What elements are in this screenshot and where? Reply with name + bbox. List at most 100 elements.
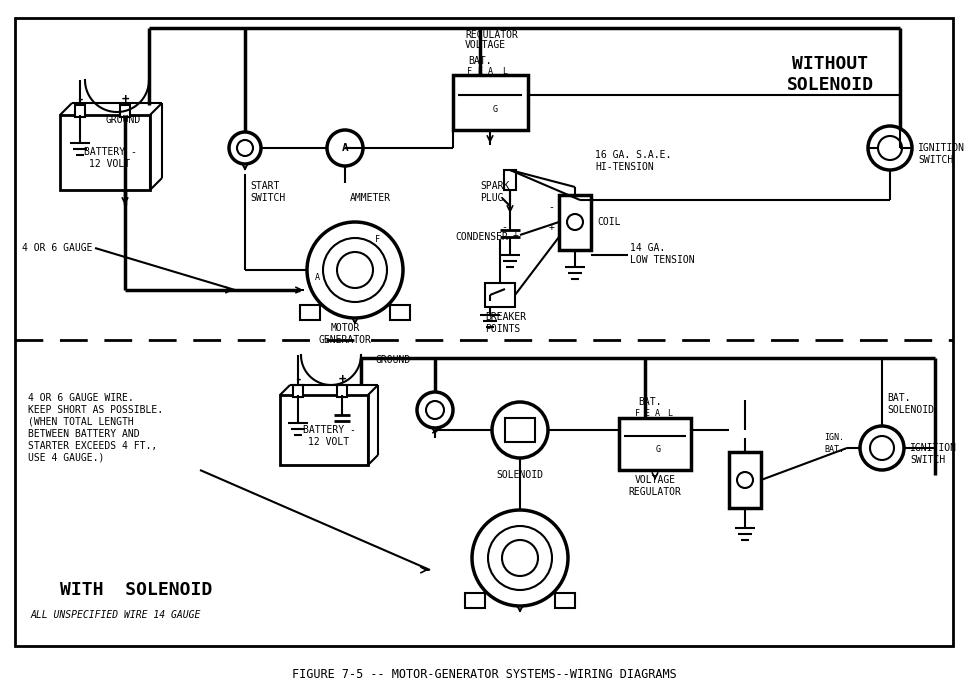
Bar (453, 75, 528, 130)
Text: -: - (294, 372, 302, 385)
Text: PLUG: PLUG (480, 193, 503, 203)
Text: STARTER EXCEEDS 4 FT.,: STARTER EXCEEDS 4 FT., (28, 441, 157, 451)
Text: -: - (76, 93, 84, 106)
Circle shape (337, 252, 373, 288)
Text: BATTERY -: BATTERY - (303, 425, 355, 435)
Text: 12 VOLT: 12 VOLT (309, 437, 349, 447)
Bar (337, 385, 347, 397)
Circle shape (870, 436, 894, 460)
Text: IGNITION: IGNITION (918, 143, 965, 153)
Text: A: A (342, 143, 348, 153)
Text: SWITCH: SWITCH (918, 155, 953, 165)
Text: AMMETER: AMMETER (350, 193, 391, 203)
Circle shape (567, 214, 583, 230)
Text: +: + (338, 372, 346, 385)
Circle shape (229, 132, 261, 164)
Text: -: - (501, 222, 507, 232)
Text: HI-TENSION: HI-TENSION (595, 162, 653, 172)
Circle shape (737, 472, 753, 488)
Bar (120, 105, 130, 117)
Text: VOLTAGE: VOLTAGE (634, 475, 676, 485)
Text: A: A (315, 273, 319, 282)
Circle shape (323, 238, 387, 302)
Bar (280, 395, 368, 465)
Bar (485, 283, 515, 307)
Text: IGN.: IGN. (824, 433, 844, 442)
Bar (293, 385, 303, 397)
Text: +: + (548, 222, 554, 232)
Text: START: START (250, 181, 280, 191)
Circle shape (488, 526, 552, 590)
Bar (390, 305, 410, 320)
Text: BETWEEN BATTERY AND: BETWEEN BATTERY AND (28, 429, 139, 439)
Circle shape (502, 540, 538, 576)
Text: VOLTAGE: VOLTAGE (465, 40, 506, 50)
Circle shape (868, 126, 912, 170)
Bar (619, 418, 691, 470)
Text: BATTERY -: BATTERY - (83, 147, 136, 157)
Text: F: F (468, 67, 472, 76)
Text: IGNITION: IGNITION (910, 443, 957, 453)
Bar (75, 105, 85, 117)
Text: BAT.: BAT. (824, 445, 844, 455)
Text: COIL: COIL (597, 217, 620, 227)
Text: KEEP SHORT AS POSSIBLE.: KEEP SHORT AS POSSIBLE. (28, 405, 164, 415)
Text: L: L (668, 409, 673, 418)
Bar (300, 305, 320, 320)
Text: SWITCH: SWITCH (910, 455, 945, 465)
Text: REGULATOR: REGULATOR (465, 30, 518, 40)
Text: ALL UNSPECIFIED WIRE 14 GAUGE: ALL UNSPECIFIED WIRE 14 GAUGE (30, 610, 200, 620)
Text: USE 4 GAUGE.): USE 4 GAUGE.) (28, 453, 105, 463)
Text: 16 GA. S.A.E.: 16 GA. S.A.E. (595, 150, 672, 160)
Text: WITHOUT
SOLENOID: WITHOUT SOLENOID (786, 55, 873, 94)
Text: BAT.: BAT. (638, 397, 662, 407)
Text: BREAKER: BREAKER (485, 312, 527, 322)
Text: +: + (513, 230, 519, 240)
Bar (505, 418, 535, 442)
Bar (729, 452, 761, 508)
Circle shape (237, 140, 253, 156)
Bar (504, 170, 516, 190)
Text: SPARK: SPARK (480, 181, 509, 191)
Circle shape (417, 392, 453, 428)
Text: BAT.: BAT. (469, 56, 492, 66)
Text: SOLENOID: SOLENOID (887, 405, 934, 415)
Text: L: L (502, 67, 507, 76)
Text: SOLENOID: SOLENOID (497, 470, 543, 480)
Text: -: - (548, 202, 554, 212)
Bar (60, 115, 150, 190)
Bar (465, 593, 485, 608)
Text: A: A (488, 67, 493, 76)
Text: (WHEN TOTAL LENGTH: (WHEN TOTAL LENGTH (28, 417, 134, 427)
Text: FIGURE 7-5 -- MOTOR-GENERATOR SYSTEMS--WIRING DIAGRAMS: FIGURE 7-5 -- MOTOR-GENERATOR SYSTEMS--W… (291, 668, 677, 682)
Text: G: G (655, 445, 660, 455)
Circle shape (878, 136, 902, 160)
Circle shape (327, 130, 363, 166)
Text: CONDENSER: CONDENSER (455, 232, 508, 242)
Text: E: E (645, 409, 650, 418)
Text: BAT.: BAT. (887, 393, 911, 403)
Circle shape (860, 426, 904, 470)
Text: F: F (375, 236, 379, 245)
Text: WITH  SOLENOID: WITH SOLENOID (60, 581, 212, 599)
Bar (555, 593, 575, 608)
Text: GENERATOR: GENERATOR (318, 335, 372, 345)
Text: SWITCH: SWITCH (250, 193, 286, 203)
Text: 14 GA.: 14 GA. (630, 243, 665, 253)
Text: E: E (477, 67, 482, 76)
Text: F: F (634, 409, 640, 418)
Text: POINTS: POINTS (485, 324, 520, 334)
Circle shape (307, 222, 403, 318)
Text: MOTOR: MOTOR (330, 323, 360, 333)
Text: 4 OR 6 GAUGE WIRE.: 4 OR 6 GAUGE WIRE. (28, 393, 134, 403)
Text: REGULATOR: REGULATOR (628, 487, 681, 497)
Text: GROUND: GROUND (105, 115, 140, 125)
Circle shape (426, 401, 444, 419)
Text: A: A (654, 409, 659, 418)
Text: G: G (493, 106, 498, 115)
Text: +: + (121, 93, 129, 106)
Text: 12 VOLT: 12 VOLT (89, 159, 131, 169)
Circle shape (472, 510, 568, 606)
Text: 4 OR 6 GAUGE: 4 OR 6 GAUGE (22, 243, 93, 253)
Bar (559, 195, 591, 250)
